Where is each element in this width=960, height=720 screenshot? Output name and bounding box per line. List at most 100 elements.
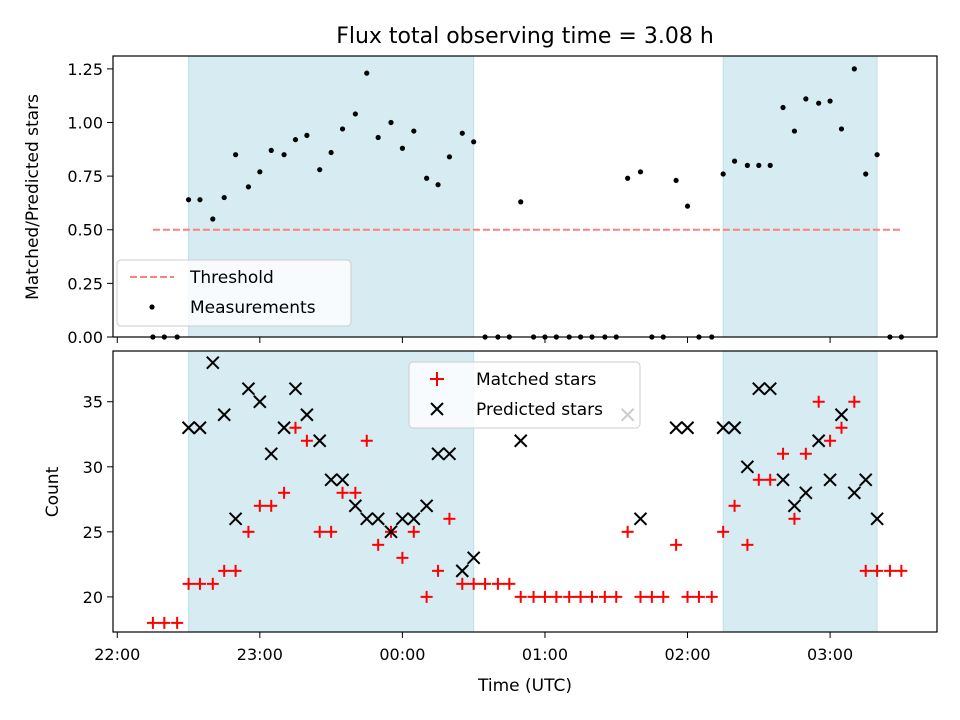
matched-star-point (278, 486, 291, 499)
measurement-point (245, 184, 252, 190)
predicted-star-point (811, 434, 826, 448)
matched-star-point (325, 525, 338, 538)
predicted-star-point (300, 408, 314, 422)
bottom-axes-frame (112, 350, 938, 633)
predicted-star-point (228, 512, 243, 526)
predicted-marker-stroke (799, 486, 813, 500)
predicted-star-point (241, 382, 256, 396)
predicted-star-point (335, 473, 350, 487)
matched-star-point (574, 590, 587, 603)
measurement-point (339, 126, 346, 132)
matched-star-point (242, 525, 255, 538)
matched-star-point (193, 577, 206, 590)
matched-star-point (336, 486, 349, 499)
matched-star-point (705, 590, 718, 603)
predicted-star-point (823, 473, 837, 487)
matched-star-point (610, 590, 623, 603)
predicted-marker-stroke (384, 525, 398, 539)
predicted-marker-stroke (740, 460, 755, 474)
measurement-point (816, 100, 822, 106)
matched-star-point (349, 486, 362, 499)
predicted-marker-stroke (206, 356, 220, 370)
measurement-point (304, 132, 310, 138)
measurement-point (257, 169, 263, 175)
predicted-marker-stroke (264, 447, 278, 461)
matched-star-point (657, 590, 670, 603)
x-tick-label: 22:00 (94, 645, 140, 664)
predicted-star-point (288, 382, 303, 396)
predicted-marker-stroke (431, 447, 445, 461)
measurement-point (197, 197, 203, 203)
predicted-star-point (253, 395, 267, 409)
measurement-point (744, 162, 750, 168)
matched-star-point (586, 590, 599, 603)
measurement-point (233, 152, 239, 158)
measurement-point (317, 167, 323, 173)
predicted-marker-stroke (811, 434, 826, 448)
predicted-star-point (360, 512, 374, 526)
matched-star-point (824, 434, 837, 447)
matched-star-point (479, 577, 492, 590)
matched-star-point (503, 577, 516, 590)
matched-star-point (313, 525, 326, 538)
predicted-marker-stroke (669, 421, 683, 435)
predicted-marker-stroke (455, 564, 469, 578)
predicted-star-point (716, 421, 730, 435)
measurement-point (791, 128, 798, 134)
predicted-marker-stroke (776, 473, 790, 487)
predicted-star-point (752, 382, 766, 396)
measurement-point (185, 197, 192, 203)
matched-star-point (692, 590, 705, 603)
top-y-tick-label: 1.00 (67, 113, 103, 132)
predicted-star-point (407, 512, 421, 526)
measurement-point (851, 66, 857, 72)
bottom-y-tick-label: 25 (83, 523, 103, 542)
predicted-marker-stroke (288, 382, 303, 396)
measurement-point (375, 134, 381, 141)
predicted-star-point (181, 421, 196, 435)
predicted-marker-stroke (360, 512, 374, 526)
predicted-star-point (859, 473, 873, 487)
predicted-star-point (419, 499, 434, 513)
predicted-marker-stroke (727, 421, 742, 435)
predicted-star-point (348, 499, 363, 513)
bottom-legend: Matched stars Predicted stars (408, 361, 641, 429)
measurement-point (756, 162, 762, 168)
predicted-marker-stroke (419, 499, 434, 513)
measurement-point (863, 171, 869, 177)
matched-star-point (253, 499, 266, 512)
measurement-point (399, 145, 405, 151)
measurement-point (459, 130, 465, 136)
predicted-marker-stroke (181, 421, 196, 435)
measurement-point (210, 216, 216, 222)
matched-star-point (372, 538, 385, 551)
matched-star-point (218, 564, 231, 577)
matched-star-point (883, 564, 896, 577)
predicted-star-point (847, 486, 862, 500)
x-axis-label: Time (UTC) (477, 676, 572, 696)
matched-star-point (432, 564, 445, 577)
predicted-star-point (206, 356, 220, 370)
top-y-axis-label: Matched/Predicted stars (23, 94, 43, 300)
matched-star-point (182, 577, 195, 590)
x-tick-label: 02:00 (664, 645, 710, 664)
predicted-star-point (870, 512, 884, 526)
predicted-marker-stroke (217, 408, 231, 422)
matched-star-point (265, 499, 278, 512)
matched-star-point (799, 447, 812, 460)
legend-measurements-label: Measurements (190, 298, 316, 318)
predicted-star-point (763, 382, 777, 396)
bottom-legend-frame (408, 361, 641, 429)
x-tick-label: 03:00 (807, 645, 853, 664)
predicted-marker-stroke (466, 551, 481, 565)
matched-star-point (859, 564, 872, 577)
matched-star-point (538, 590, 551, 603)
legend-measurements-swatch (149, 304, 155, 310)
predicted-star-point (740, 460, 755, 474)
x-tick-label: 00:00 (379, 645, 425, 664)
chart-title: Flux total observing time = 3.08 h (336, 24, 714, 49)
measurement-point (328, 149, 334, 156)
measurement-point (388, 119, 394, 126)
matched-star-point (670, 538, 683, 551)
predicted-star-point (442, 447, 457, 461)
